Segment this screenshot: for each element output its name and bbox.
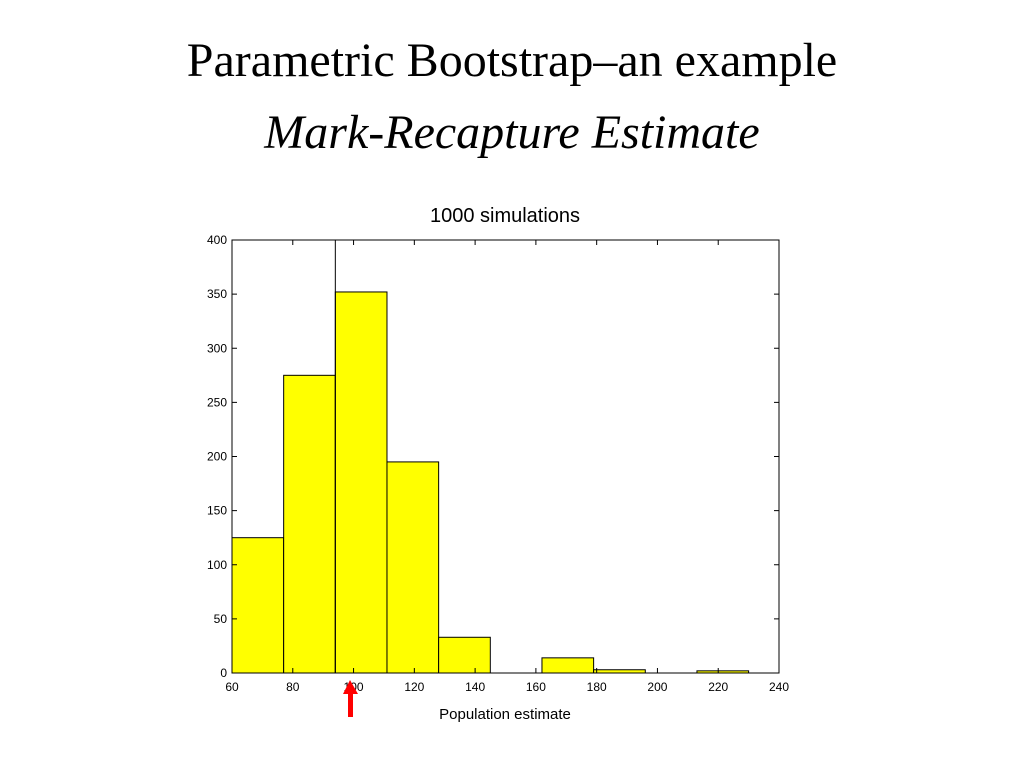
arrow: [343, 680, 358, 717]
x-tick-label: 200: [647, 680, 667, 694]
plot: 6080100120140160180200220240050100150200…: [207, 233, 789, 694]
x-tick-label: 160: [526, 680, 546, 694]
y-tick-label: 0: [220, 666, 227, 680]
x-tick-label: 60: [225, 680, 239, 694]
y-tick-label: 200: [207, 450, 227, 464]
y-tick-label: 400: [207, 233, 227, 247]
y-tick-label: 350: [207, 287, 227, 301]
y-tick-label: 250: [207, 395, 227, 409]
x-tick-label: 120: [404, 680, 424, 694]
y-tick-label: 50: [214, 612, 228, 626]
bar: [386, 461, 440, 674]
x-tick-label: 180: [587, 680, 607, 694]
bar: [283, 374, 336, 674]
y-tick-label: 150: [207, 504, 227, 518]
bar: [541, 657, 595, 674]
bar: [334, 291, 388, 674]
x-tick-label: 140: [465, 680, 485, 694]
x-tick-label: 220: [708, 680, 728, 694]
slide-title: Parametric Bootstrap–an example: [187, 34, 837, 87]
bar: [438, 636, 491, 674]
x-tick-label: 240: [769, 680, 789, 694]
x-axis-label: Population estimate: [439, 706, 571, 723]
bar: [231, 537, 285, 674]
slide-subtitle: Mark-Recapture Estimate: [263, 106, 759, 159]
y-tick-label: 300: [207, 341, 227, 355]
x-tick-label: 80: [286, 680, 300, 694]
y-tick-label: 100: [207, 558, 227, 572]
chart-title: 1000 simulations: [430, 205, 580, 227]
